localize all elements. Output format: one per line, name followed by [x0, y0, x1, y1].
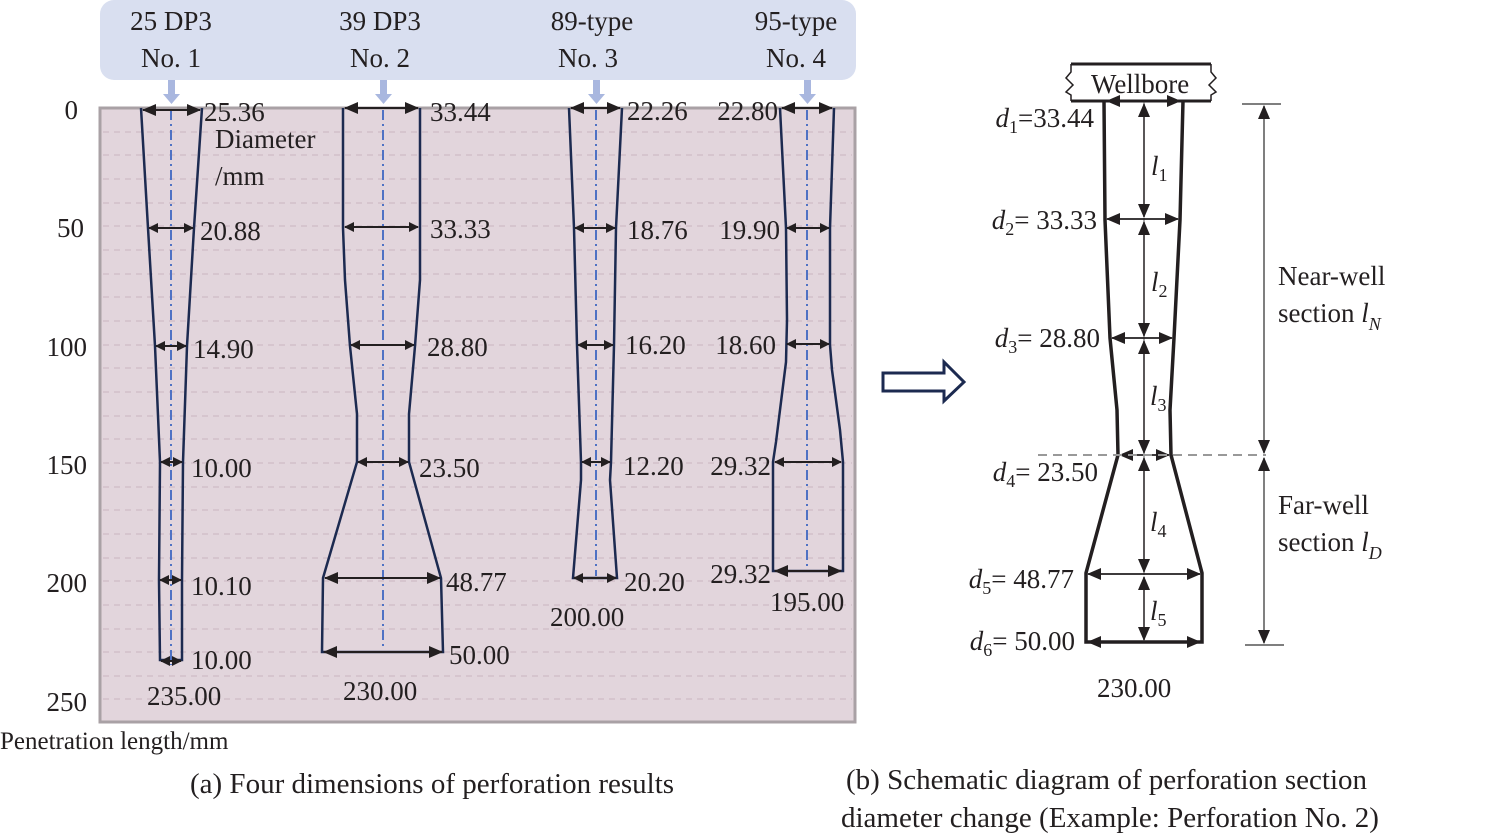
header-number-3: No. 3	[558, 43, 618, 73]
p1-d-50: 20.88	[200, 216, 261, 246]
l1-label: l1	[1151, 151, 1168, 185]
perforation-4: 22.80 19.90 18.60 29.32 29.32 195.00	[710, 96, 845, 617]
p1-d-100: 14.90	[193, 334, 254, 364]
p3-d-0: 22.26	[627, 96, 688, 126]
p2-length: 230.00	[343, 676, 417, 706]
d3-label: d3= 28.80	[995, 323, 1100, 357]
y-tick-0: 0	[65, 95, 79, 125]
p1-d-0: 25.36	[204, 97, 265, 127]
far-well-section: section lD	[1278, 527, 1382, 563]
l3-label: l3	[1150, 381, 1167, 415]
header-type-1: 25 DP3	[130, 6, 212, 36]
header-type-3: 89-type	[551, 6, 633, 36]
y-tick-150: 150	[47, 450, 88, 480]
b-length: 230.00	[1097, 673, 1171, 703]
p1-d-end: 10.00	[191, 645, 252, 675]
header-arrow-icons	[163, 80, 816, 104]
perforation-2: 33.44 33.33 28.80 23.50 48.77 50.00 230.…	[320, 97, 510, 706]
p2-d-end: 50.00	[449, 640, 510, 670]
d2-label: d2= 33.33	[992, 205, 1097, 239]
p4-d-150: 29.32	[710, 451, 771, 481]
wellbore-label: Wellbore	[1091, 69, 1189, 99]
l4-label: l4	[1150, 507, 1167, 541]
d5-label: d5= 48.77	[969, 564, 1074, 598]
y-tick-50: 50	[57, 213, 84, 243]
p1-d-150: 10.00	[191, 453, 252, 483]
y-tick-100: 100	[47, 332, 88, 362]
l5-label: l5	[1150, 596, 1167, 630]
diameter-label: Diameter	[215, 124, 315, 154]
y-tick-200: 200	[47, 568, 88, 598]
p4-d-0: 22.80	[717, 96, 778, 126]
caption-b-line2: diameter change (Example: Perforation No…	[841, 802, 1379, 834]
panel-a: 25 DP3 No. 1 39 DP3 No. 2 89-type No. 3 …	[0, 0, 857, 755]
near-well-label: Near-well	[1278, 261, 1385, 291]
p3-d-100: 16.20	[625, 330, 686, 360]
y-tick-250: 250	[47, 687, 88, 717]
caption-b-line1: (b) Schematic diagram of perforation sec…	[846, 764, 1367, 796]
p3-length: 200.00	[550, 602, 624, 632]
diameter-unit-label: /mm	[215, 161, 265, 191]
p4-d-end: 29.32	[710, 559, 771, 589]
header-type-2: 39 DP3	[339, 6, 421, 36]
header-number-2: No. 2	[350, 43, 410, 73]
grid-lines	[103, 131, 852, 700]
d4-label: d4= 23.50	[993, 457, 1098, 491]
header-box	[100, 0, 856, 80]
p2-d-150: 23.50	[419, 453, 480, 483]
d6-label: d6= 50.00	[970, 626, 1075, 660]
p2-d-200: 48.77	[446, 567, 507, 597]
l2-label: l2	[1151, 267, 1168, 301]
p3-d-end: 20.20	[624, 567, 685, 597]
p4-d-50: 19.90	[719, 215, 780, 245]
far-well-label: Far-well	[1278, 490, 1369, 520]
perforation-3: 22.26 18.76 16.20 12.20 20.20 200.00	[550, 96, 688, 632]
p4-length: 195.00	[770, 587, 844, 617]
d1-label: d1=33.44	[996, 103, 1095, 137]
perforation-1: 25.36 20.88 14.90 10.00 10.10 10.00 235.…	[139, 97, 265, 711]
p2-d-50: 33.33	[430, 214, 491, 244]
caption-a: (a) Four dimensions of perforation resul…	[190, 768, 675, 800]
panel-b: Wellbore	[969, 62, 1385, 703]
p1-length: 235.00	[147, 681, 221, 711]
p3-d-150: 12.20	[623, 451, 684, 481]
p2-d-0: 33.44	[430, 97, 491, 127]
y-axis-label: Penetration length/mm	[0, 728, 229, 755]
transition-arrow-icon	[881, 358, 967, 405]
rock-panel	[98, 106, 857, 724]
near-well-section: section lN	[1278, 298, 1382, 334]
p1-d-200: 10.10	[191, 571, 252, 601]
header-number-4: No. 4	[766, 43, 826, 73]
header-number-1: No. 1	[141, 43, 201, 73]
p4-d-100: 18.60	[715, 330, 776, 360]
p3-d-50: 18.76	[627, 215, 688, 245]
p2-d-100: 28.80	[427, 332, 488, 362]
header-type-4: 95-type	[755, 6, 837, 36]
